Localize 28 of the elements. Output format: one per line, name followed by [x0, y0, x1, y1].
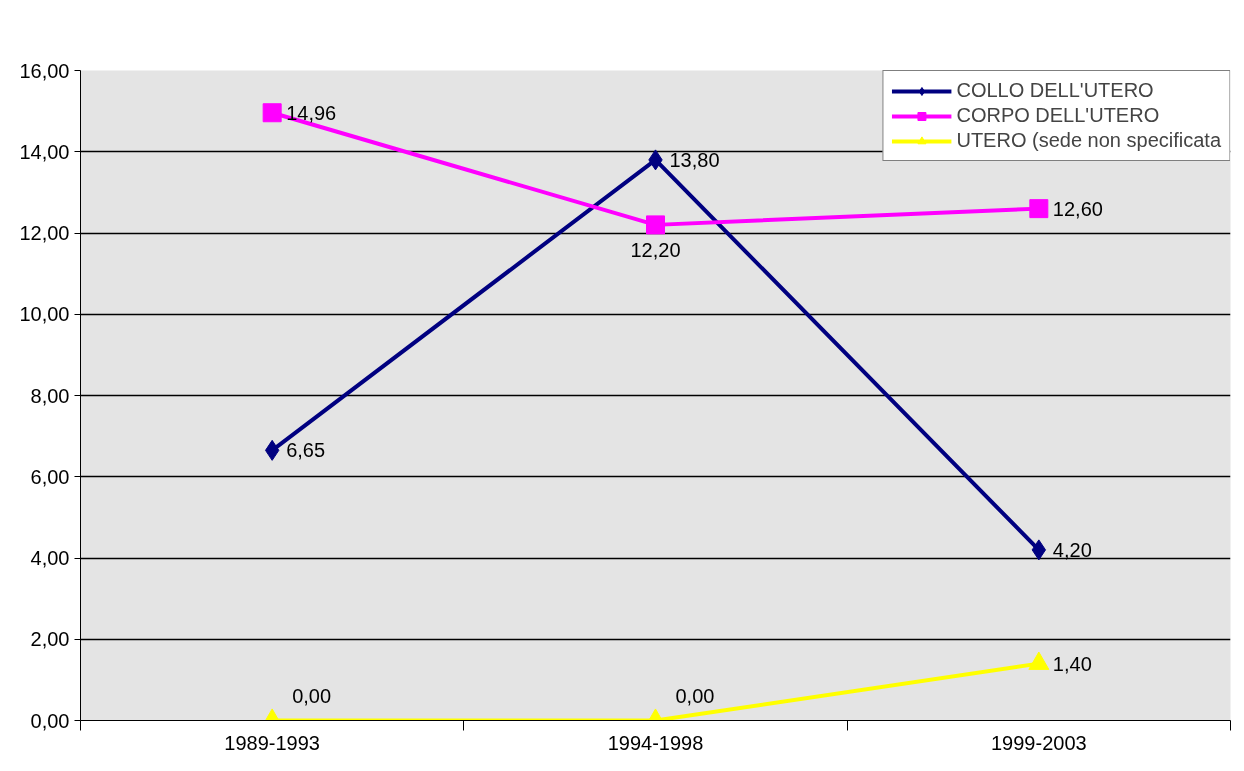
- legend-label: UTERO (sede non specificata: [956, 129, 1221, 152]
- x-tick-label: 1999-2003: [991, 731, 1087, 754]
- point: [1029, 199, 1049, 219]
- data-label: 14,96: [286, 101, 337, 124]
- y-tick-label: 6,00: [30, 465, 70, 488]
- y-tick-label: 4,00: [30, 547, 70, 569]
- data-label: 12,60: [1052, 197, 1103, 220]
- y-tick-label: 8,00: [30, 384, 70, 407]
- data-label: 6,65: [286, 439, 326, 462]
- y-tick-label: 0,00: [30, 709, 70, 732]
- x-tick-label: 1989-1993: [224, 731, 320, 754]
- y-tick-label: 16,00: [19, 59, 70, 82]
- y-tick-label: 2,00: [30, 628, 70, 651]
- data-label: 4,20: [1052, 538, 1092, 561]
- point: [1028, 651, 1050, 670]
- point: [262, 103, 282, 123]
- data-label: 13,80: [669, 148, 720, 171]
- legend-label: CORPO DELL'UTERO: [956, 104, 1160, 127]
- y-tick-label: 14,00: [19, 140, 70, 163]
- point: [646, 215, 665, 235]
- data-label: 0,00: [292, 684, 332, 707]
- x-tick-label: 1994-1998: [607, 731, 704, 754]
- data-label: 1,40: [1052, 652, 1092, 675]
- data-label: 12,20: [630, 238, 681, 261]
- data-label: 0,00: [675, 684, 715, 707]
- legend-label: COLLO DELL'UTERO: [956, 79, 1154, 102]
- y-tick-label: 12,00: [19, 222, 70, 244]
- y-tick-label: 10,00: [19, 303, 70, 326]
